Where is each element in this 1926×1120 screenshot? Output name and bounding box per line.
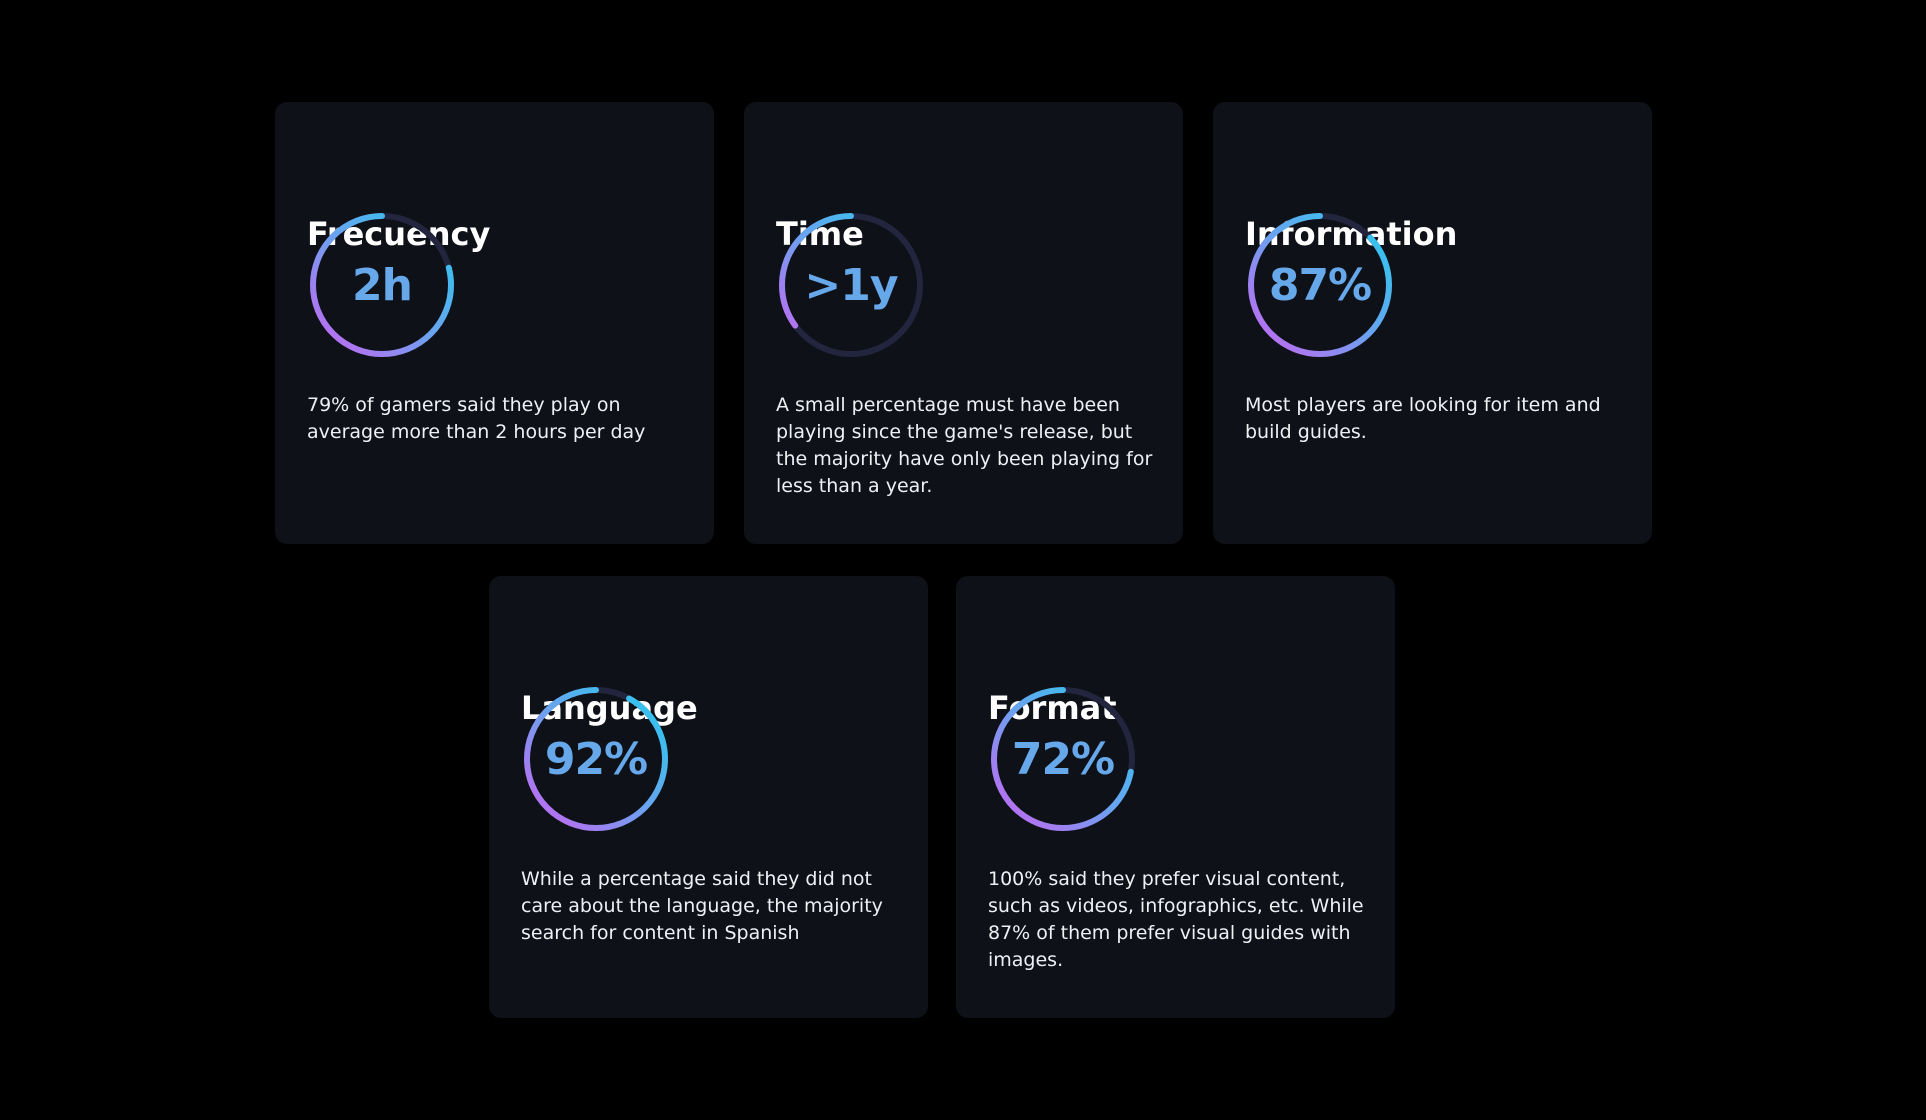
progress-ring-arc [524, 687, 668, 831]
progress-ring-graphic [991, 687, 1135, 831]
stat-card-frecuency: Frecuency 2h 79% of gamers said they pla… [275, 102, 714, 544]
progress-ring-arc [1248, 213, 1392, 357]
progress-ring: 92% [521, 684, 671, 834]
card-description: A small percentage must have been playin… [776, 394, 1153, 497]
progress-ring-arc [779, 213, 923, 357]
stat-value: 87% [1268, 259, 1372, 311]
progress-ring: 2h [307, 210, 457, 360]
progress-ring-arc [991, 687, 1135, 831]
stat-value: >1y [804, 259, 898, 311]
progress-ring-arc [310, 213, 454, 357]
progress-ring-graphic [1248, 213, 1392, 357]
stat-card-format: Format 72% 100% said they prefer visual … [956, 576, 1395, 1018]
stat-card-time: Time >1y A small percentage must have be… [744, 102, 1183, 544]
card-description: While a percentage said they did not car… [521, 868, 883, 944]
card-description: Most players are looking for item and bu… [1245, 394, 1601, 443]
card-description: 79% of gamers said they play on average … [307, 394, 646, 443]
progress-ring: >1y [776, 210, 926, 360]
card-description: 100% said they prefer visual content, su… [988, 868, 1364, 971]
progress-ring-graphic [310, 213, 454, 357]
stat-card-language: Language 92% While a percentage said the… [489, 576, 928, 1018]
progress-ring-graphic [524, 687, 668, 831]
stat-value: 92% [544, 733, 648, 785]
progress-ring: 87% [1245, 210, 1395, 360]
stat-card-information: Information 87% Most players are looking… [1213, 102, 1652, 544]
stat-value: 72% [1011, 733, 1115, 785]
progress-ring: 72% [988, 684, 1138, 834]
progress-ring-graphic [779, 213, 923, 357]
stat-value: 2h [352, 259, 413, 311]
